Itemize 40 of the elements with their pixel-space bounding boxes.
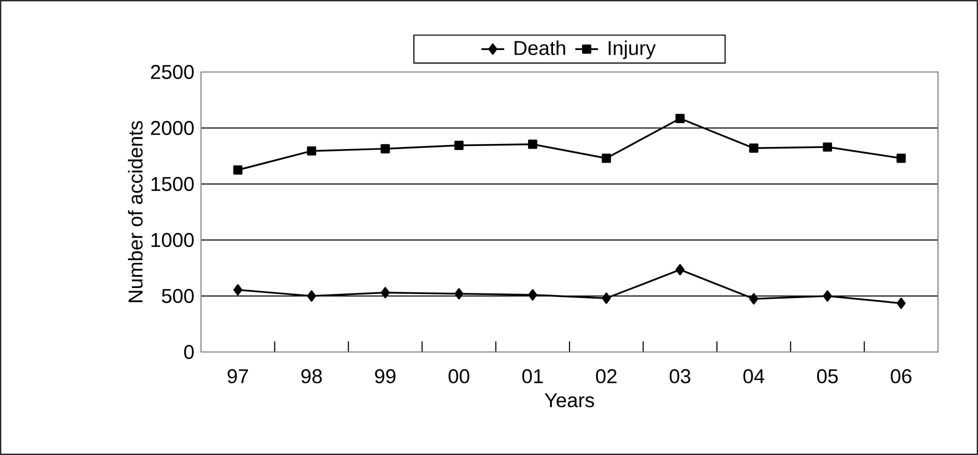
y-tick-label: 500 <box>162 288 194 304</box>
point <box>307 290 316 302</box>
x-tick-label: 03 <box>670 369 690 384</box>
y-tick-label: 2000 <box>151 120 194 136</box>
point <box>233 284 242 296</box>
x-tick-label: 01 <box>522 369 543 384</box>
x-tick-label: 97 <box>228 369 248 384</box>
point <box>749 293 758 304</box>
y-tick-label: 1000 <box>152 232 194 248</box>
legend-label: Injury <box>608 40 656 60</box>
y-tick-label: 2500 <box>151 64 194 80</box>
point <box>602 154 611 163</box>
point <box>233 165 242 175</box>
y-tick-label: 0 <box>184 344 194 360</box>
y-axis-title: Number of accidents <box>128 121 143 302</box>
point <box>749 144 758 153</box>
point <box>380 144 390 154</box>
legend-label: Death <box>514 40 566 56</box>
x-tick-label: 99 <box>375 369 396 384</box>
point <box>528 289 538 301</box>
x-tick-label: 05 <box>817 369 838 384</box>
point <box>896 154 906 163</box>
point <box>602 292 611 304</box>
point <box>675 114 685 124</box>
x-tick-label: 04 <box>743 369 764 384</box>
point <box>822 290 832 302</box>
x-tick-label: 06 <box>890 369 912 384</box>
point <box>676 264 685 276</box>
point <box>454 140 464 150</box>
point <box>822 142 832 152</box>
x-tick-label: 98 <box>301 369 322 384</box>
x-tick-label: 00 <box>448 369 470 384</box>
point <box>896 298 906 309</box>
point <box>454 288 464 300</box>
x-axis-title: Years <box>544 393 594 408</box>
point <box>380 286 390 298</box>
point <box>306 146 316 156</box>
x-tick-label: 02 <box>596 369 616 384</box>
point <box>528 140 538 149</box>
y-tick-label: 1500 <box>152 176 194 192</box>
